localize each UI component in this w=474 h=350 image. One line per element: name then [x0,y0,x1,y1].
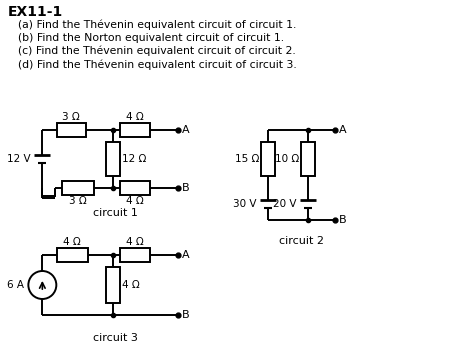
Bar [106,142,120,176]
Bar [120,248,150,262]
Text: A: A [182,250,190,260]
Text: 4 Ω: 4 Ω [126,237,144,247]
Text: 4 Ω: 4 Ω [126,112,144,122]
Text: (c) Find the Thévenin equivalent circuit of circuit 2.: (c) Find the Thévenin equivalent circuit… [18,46,296,56]
Text: 20 V: 20 V [273,199,296,209]
Bar [57,248,88,262]
Text: 30 V: 30 V [233,199,256,209]
Text: 4 Ω: 4 Ω [126,196,144,206]
Text: circuit 2: circuit 2 [279,236,324,246]
Text: 12 V: 12 V [7,154,30,164]
Text: B: B [339,215,347,225]
Bar [56,123,86,137]
Text: 3 Ω: 3 Ω [69,196,87,206]
Text: 15 Ω: 15 Ω [235,154,259,164]
Text: A: A [339,125,347,135]
Text: (b) Find the Norton equivalent circuit of circuit 1.: (b) Find the Norton equivalent circuit o… [18,33,284,43]
Bar [106,267,120,303]
Text: circuit 1: circuit 1 [93,208,138,218]
Text: A: A [182,125,190,135]
Text: circuit 3: circuit 3 [93,333,138,343]
Bar [261,142,275,176]
Text: 10 Ω: 10 Ω [275,154,299,164]
Bar [301,142,315,176]
Text: 6 A: 6 A [8,280,24,290]
Text: B: B [182,183,190,193]
Text: (a) Find the Thévenin equivalent circuit of circuit 1.: (a) Find the Thévenin equivalent circuit… [18,20,297,30]
Text: 4 Ω: 4 Ω [64,237,81,247]
Bar [120,123,150,137]
Text: 4 Ω: 4 Ω [122,280,140,290]
Text: (d) Find the Thévenin equivalent circuit of circuit 3.: (d) Find the Thévenin equivalent circuit… [18,59,297,70]
Text: 3 Ω: 3 Ω [63,112,80,122]
Bar [120,181,150,195]
Text: EX11-1: EX11-1 [8,5,63,19]
Text: B: B [182,310,190,320]
Bar [62,181,93,195]
Text: 12 Ω: 12 Ω [122,154,146,164]
